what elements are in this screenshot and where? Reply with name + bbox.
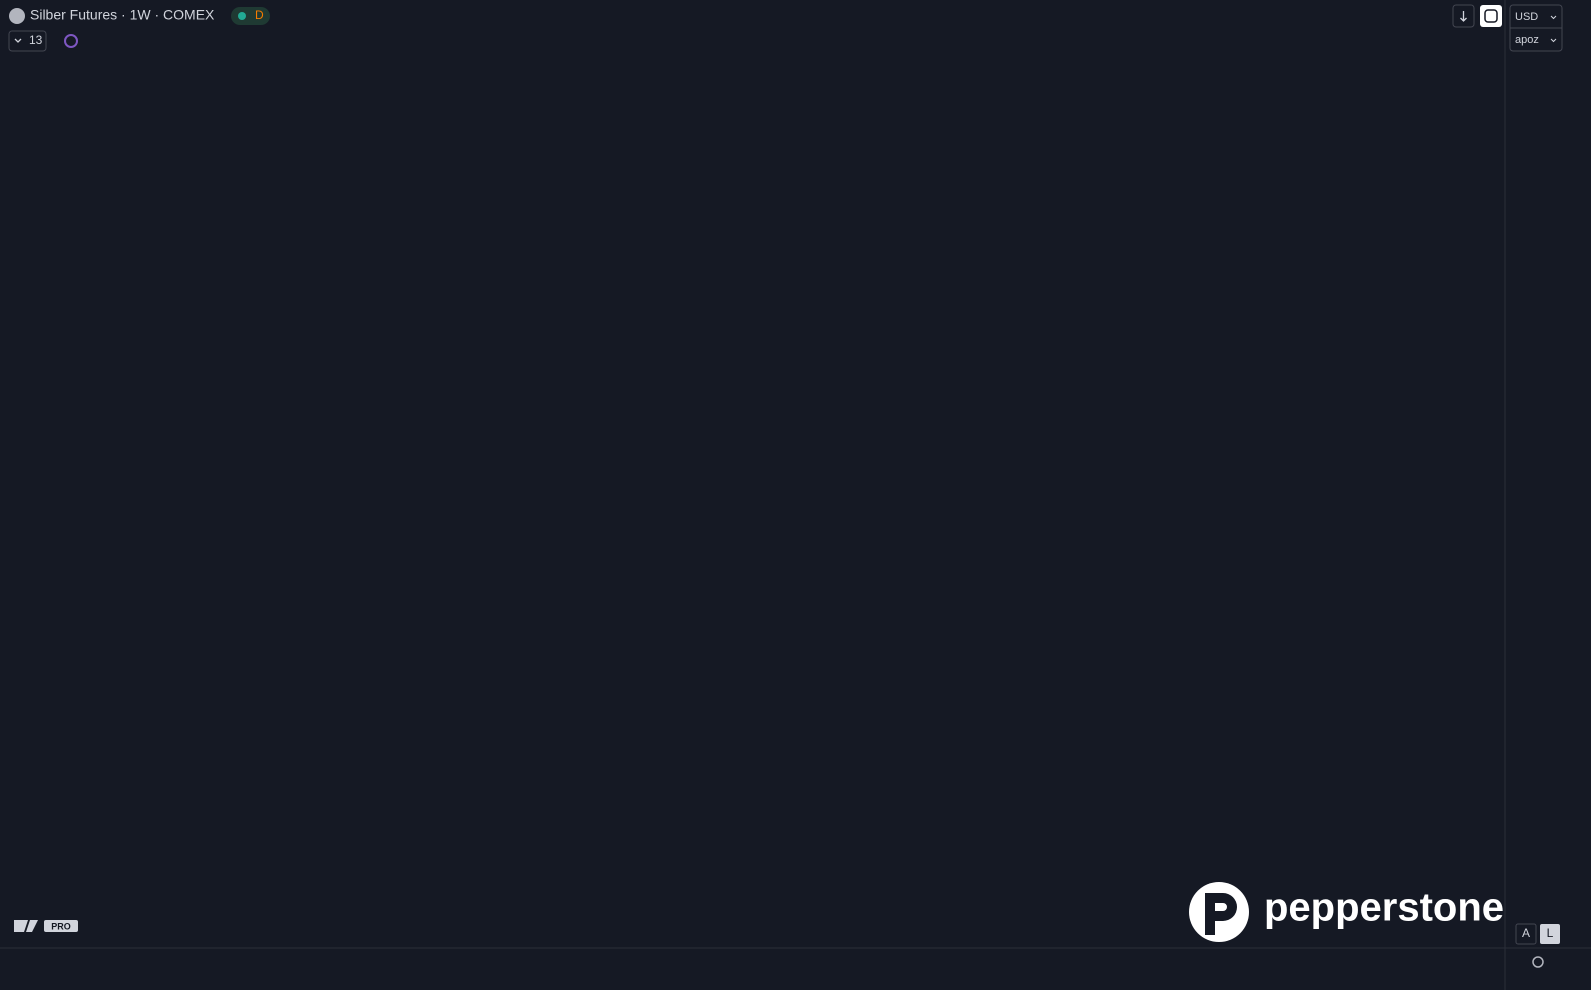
symbol-icon [9,8,25,24]
log-scale-button[interactable] [1540,924,1560,944]
tv-pro-badge [44,920,78,932]
symbol-title: Silber Futures · 1W · COMEX [30,7,215,23]
sync-icon[interactable] [64,34,78,48]
indicator-toggle[interactable] [8,30,47,52]
log-scale-label: L [1547,926,1554,940]
settings-icon[interactable] [1532,956,1544,968]
scale-mode: apoz [1515,34,1539,46]
tv-logo [14,920,38,932]
currency: USD [1515,11,1538,23]
refresh-button[interactable] [1480,5,1502,27]
auto-scale-button[interactable] [1515,923,1537,945]
brand-name: pepperstone [1264,886,1504,930]
tv-pro-text: PRO [51,921,71,931]
refresh-icon [1484,9,1498,23]
indicator-count: 13 [29,33,43,47]
status-dot [238,12,246,20]
status-badge [231,7,270,25]
dropdown-icons [1550,15,1557,43]
chevron-icon [14,38,22,43]
auto-scale-label: A [1522,926,1530,940]
brand-logo-mark [1205,893,1237,935]
badge-text: D [255,8,264,22]
download-icon [1460,11,1467,22]
